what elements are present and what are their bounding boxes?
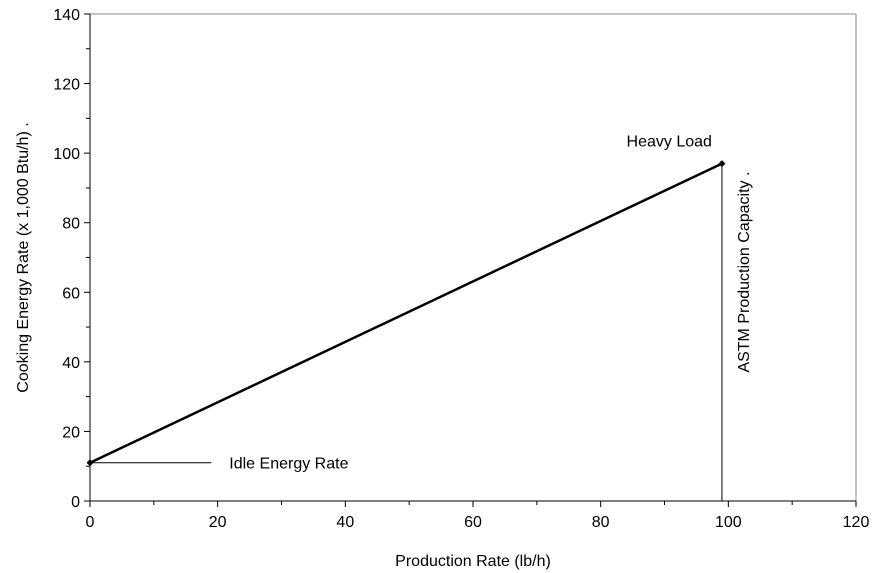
- series-line: [89, 162, 723, 464]
- tick-group: 0 20 40 60 80 100 120 0 20 40 60 80 100 120 140: [53, 7, 869, 531]
- annotation-group: Idle Energy Rate Heavy Load ASTM Productio…: [90, 134, 753, 501]
- y-tick-label: 100: [53, 146, 80, 163]
- x-tick-label: 20: [209, 514, 227, 531]
- y-tick-label: 80: [62, 216, 80, 233]
- y-tick-label: 20: [62, 424, 80, 441]
- x-tick-label: 0: [86, 514, 95, 531]
- x-tick-label: 60: [464, 514, 482, 531]
- x-tick-label: 40: [336, 514, 354, 531]
- astm-production-capacity-label: ASTM Production Capacity .: [736, 172, 753, 373]
- y-axis-title: Cooking Energy Rate (x 1,000 Btu/h) .: [15, 122, 32, 392]
- y-tick-label: 0: [71, 494, 80, 511]
- y-tick-label: 120: [53, 77, 80, 94]
- y-tick-label: 60: [62, 285, 80, 302]
- x-tick-label: 120: [843, 514, 870, 531]
- x-axis-title: Production Rate (lb/h): [395, 553, 551, 570]
- series-group: [86, 160, 726, 467]
- y-tick-label: 40: [62, 355, 80, 372]
- x-tick-label: 100: [715, 514, 742, 531]
- heavy-load-label: Heavy Load: [627, 134, 712, 151]
- y-tick-label: 140: [53, 7, 80, 24]
- idle-energy-rate-label: Idle Energy Rate: [229, 456, 348, 473]
- x-tick-label: 80: [592, 514, 610, 531]
